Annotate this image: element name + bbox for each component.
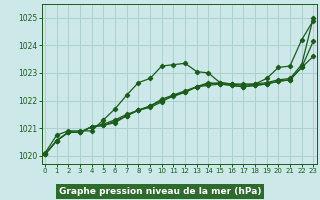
Text: Graphe pression niveau de la mer (hPa): Graphe pression niveau de la mer (hPa) [59,187,261,196]
